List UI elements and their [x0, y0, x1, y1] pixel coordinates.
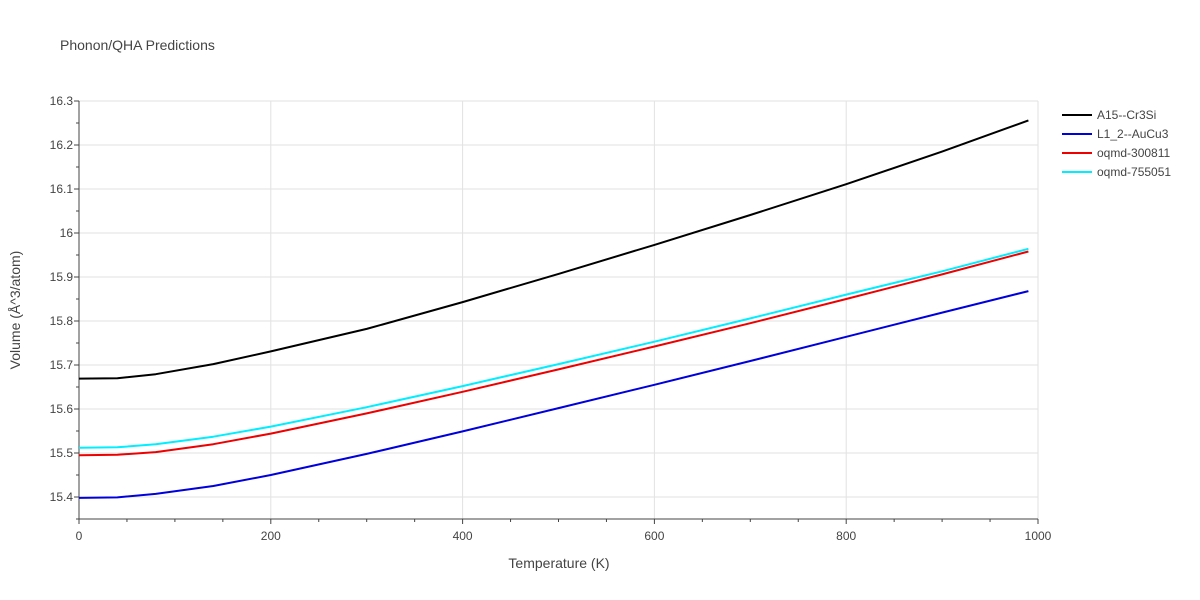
y-tick-label: 16.3	[50, 94, 74, 108]
x-tick-label: 600	[644, 529, 664, 543]
series-line-oqmd-755051[interactable]	[78, 247, 1029, 449]
y-tick-label: 16.2	[50, 138, 74, 152]
legend-item[interactable]: A15--Cr3Si	[1062, 108, 1156, 122]
y-tick-label: 16	[60, 226, 74, 240]
x-tick-label: 800	[836, 529, 856, 543]
grid	[79, 100, 1039, 519]
y-tick-label: 16.1	[50, 182, 74, 196]
axes	[74, 100, 1039, 524]
y-tick-label: 15.8	[50, 314, 74, 328]
legend-label: oqmd-300811	[1097, 146, 1170, 160]
legend-label: oqmd-755051	[1097, 165, 1171, 179]
y-axis-title: Volume (Å^3/atom)	[7, 251, 23, 370]
legend[interactable]: A15--Cr3Si L1_2--AuCu3 oqmd-300811 oqmd-755…	[1062, 108, 1171, 179]
y-tick-label: 15.6	[50, 402, 74, 416]
legend-label: A15--Cr3Si	[1097, 108, 1156, 122]
y-tick-label: 15.7	[50, 358, 74, 372]
y-axis-ticks: 15.4 15.5 15.6 15.7 15.8 15.9 16 16.1 16.2 16.3	[50, 94, 74, 504]
legend-item[interactable]: L1_2--AuCu3	[1062, 127, 1169, 141]
legend-item[interactable]: oqmd-300811	[1062, 146, 1170, 160]
y-tick-label: 15.9	[50, 270, 74, 284]
x-tick-label: 400	[453, 529, 473, 543]
x-tick-label: 1000	[1025, 529, 1052, 543]
y-tick-label: 15.4	[50, 490, 74, 504]
y-tick-label: 15.5	[50, 446, 74, 460]
legend-label: L1_2--AuCu3	[1097, 127, 1169, 141]
series-line-l1-2-aucu3[interactable]	[78, 290, 1029, 499]
series-line-oqmd-300811[interactable]	[78, 250, 1029, 457]
x-axis-ticks: 0 200 400 600 800 1000	[76, 529, 1052, 543]
x-axis-title: Temperature (K)	[508, 555, 609, 571]
legend-item[interactable]: oqmd-755051	[1062, 165, 1171, 179]
x-tick-label: 200	[261, 529, 281, 543]
series-line-a15-cr3si[interactable]	[78, 119, 1029, 380]
x-tick-label: 0	[76, 529, 83, 543]
chart-title: Phonon/QHA Predictions	[60, 37, 215, 53]
plot-area	[78, 119, 1029, 499]
